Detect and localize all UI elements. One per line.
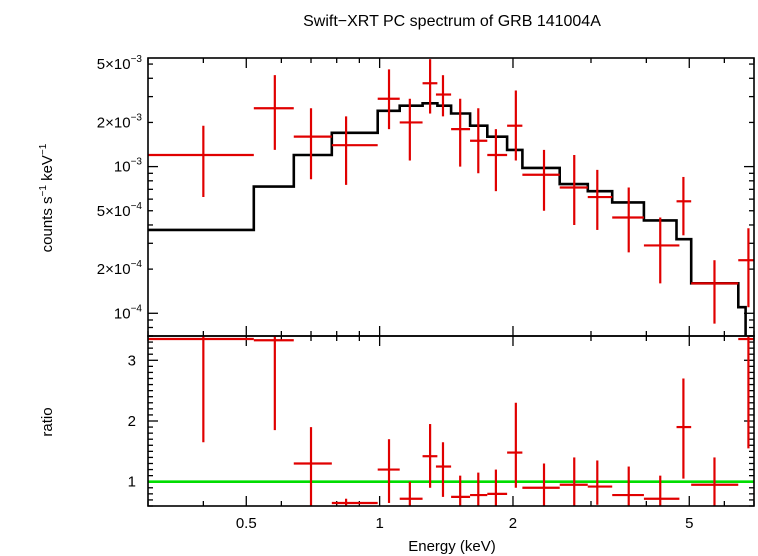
x-tick-label: 0.5 [236, 515, 257, 532]
model-step-line [148, 102, 747, 336]
data-point [612, 187, 644, 253]
y-tick-label: 1 [128, 474, 136, 491]
ratio-point [293, 427, 332, 506]
data-point [451, 98, 471, 167]
bottom-panel-ratio: 0.5 1 2 5 1 2 3 [128, 335, 755, 532]
x-tick-label: 2 [509, 515, 517, 532]
ratio-point [587, 460, 613, 505]
ratio-point [451, 475, 471, 506]
ratio-point [612, 466, 644, 506]
ratio-point [522, 463, 560, 506]
ratio-point [691, 457, 739, 506]
x-tick-label: 1 [375, 515, 383, 532]
data-point [587, 169, 613, 230]
top-panel-spectrum: 10−4 2×10−4 5×10−4 10−3 2×10−3 5×10−3 [97, 54, 755, 337]
ratio-point [399, 481, 423, 506]
ratio-point [507, 402, 523, 488]
ratio-point [331, 498, 378, 506]
top-panel-y-axis-label: counts s−1 keV−1 [38, 143, 56, 252]
ratio-point [559, 457, 588, 506]
ratio-point [377, 439, 400, 503]
y-tick-label: 10−3 [114, 157, 143, 176]
bottom-panel-y-axis-label: ratio [39, 407, 56, 436]
ratio-point [470, 472, 488, 506]
bottom-panel-frame [147, 335, 755, 507]
data-point [377, 69, 400, 130]
ratio-point [487, 469, 508, 506]
data-point [643, 217, 680, 284]
chart-title: Swift−XRT PC spectrum of GRB 141004A [303, 13, 601, 30]
data-point [676, 176, 692, 236]
data-point [435, 75, 452, 117]
y-tick-label: 2×10−4 [97, 259, 143, 278]
data-point [470, 108, 488, 174]
y-tick-label: 2×10−3 [97, 112, 143, 131]
data-point [331, 116, 378, 185]
data-point [487, 129, 508, 192]
ratio-point [738, 336, 754, 449]
ratio-point [422, 424, 438, 488]
data-point [293, 108, 332, 180]
data-point [559, 154, 588, 225]
y-tick-label: 2 [128, 413, 136, 430]
top-panel-frame [147, 57, 755, 337]
data-point [738, 228, 754, 308]
data-point [691, 260, 739, 324]
y-tick-label: 3 [128, 352, 136, 369]
x-tick-label: 5 [685, 515, 693, 532]
x-axis-label: Energy (keV) [408, 538, 496, 555]
ratio-point [643, 475, 680, 506]
data-point [148, 125, 254, 198]
ratio-point [676, 378, 692, 479]
ratio-point [435, 442, 452, 497]
y-tick-label: 5×10−4 [97, 201, 143, 220]
data-point [422, 59, 438, 114]
data-point [253, 75, 294, 150]
ratio-point [253, 336, 294, 431]
y-tick-label: 10−4 [114, 303, 143, 322]
data-point [522, 149, 560, 211]
data-point [399, 98, 423, 161]
y-tick-label: 5×10−3 [97, 54, 143, 73]
data-point [507, 90, 523, 161]
ratio-point [148, 336, 254, 443]
